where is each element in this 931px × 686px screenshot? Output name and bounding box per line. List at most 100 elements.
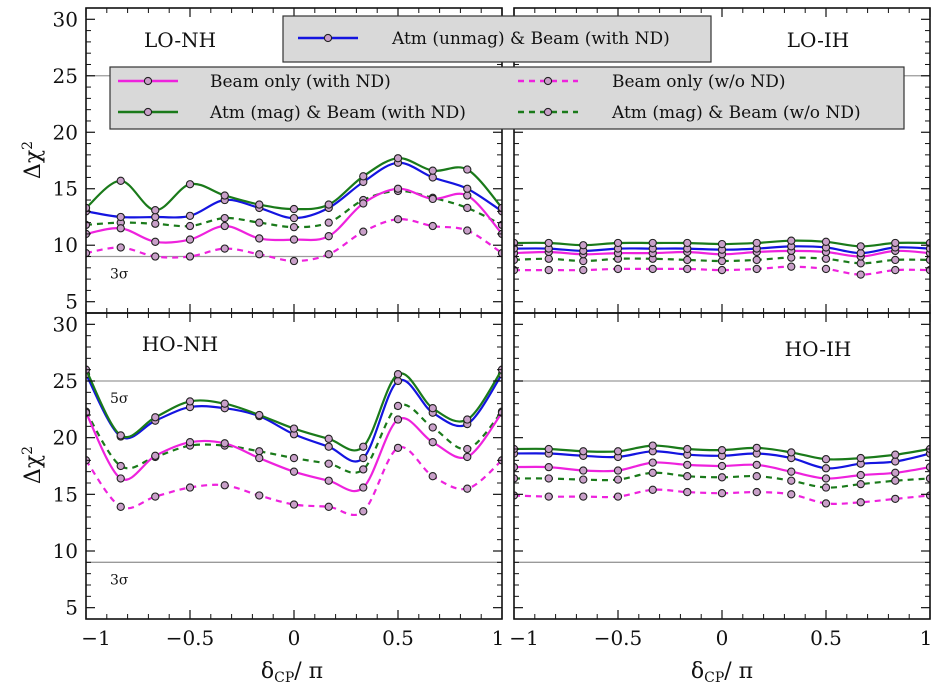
data-point [717, 489, 727, 498]
series-group [86, 365, 502, 517]
sigma-label: 5σ [110, 391, 129, 407]
data-point [359, 507, 368, 516]
data-point [255, 453, 264, 463]
data-point [185, 235, 195, 244]
y-axis-title-main: Δχ [21, 455, 46, 484]
data-point [289, 204, 299, 214]
data-point [359, 172, 368, 181]
panel-ho-ih: −1 −0.5 0 0.5 1 HO-IH [509, 312, 931, 650]
x-tick-label: 0 [716, 626, 729, 650]
x-axis-title-left: δCP/ π [261, 659, 323, 686]
data-point [717, 445, 727, 455]
y-tick-label: 25 [53, 64, 78, 88]
data-point [544, 254, 553, 263]
data-point [856, 470, 865, 480]
panel-lo-nh: 3σ 5 10 15 20 25 30 LO-NH [53, 7, 503, 314]
x-tick-label: −0.5 [166, 626, 215, 650]
data-point [648, 458, 657, 467]
y-axis-title-sup: 2 [20, 446, 36, 455]
data-point [544, 265, 553, 275]
data-point [821, 455, 831, 464]
data-point [891, 494, 900, 504]
legend-box-main [109, 66, 905, 130]
data-point [324, 218, 333, 227]
data-point [463, 452, 472, 462]
data-point [463, 203, 472, 213]
x-tick-label: −1 [81, 626, 110, 650]
data-point [289, 213, 299, 223]
data-point [579, 475, 588, 484]
data-point [359, 465, 368, 474]
data-point [683, 264, 692, 274]
data-point [151, 492, 160, 501]
data-point [891, 238, 900, 248]
data-point [683, 472, 692, 481]
legend: Atm (unmag) & Beam (with ND) Beam only (w… [109, 15, 905, 130]
data-point [579, 241, 588, 250]
legend-label: Atm (unmag) & Beam (with ND) [391, 29, 670, 49]
data-point [752, 443, 761, 453]
data-point [324, 434, 333, 443]
legend-label: Atm (mag) & Beam (w/o ND) [611, 103, 861, 123]
y-tick-label: 15 [53, 482, 78, 506]
data-point [428, 221, 437, 231]
data-point [683, 444, 692, 454]
data-point [648, 468, 657, 477]
data-point [220, 399, 229, 408]
data-point [220, 439, 229, 448]
data-point [428, 472, 437, 481]
data-point [891, 255, 900, 265]
data-point [324, 502, 333, 511]
data-point [116, 502, 125, 511]
data-point [648, 264, 657, 274]
data-point [428, 404, 437, 413]
legend-marker [543, 107, 553, 117]
y-tick-label: 20 [53, 120, 78, 144]
y-axis-title-sup: 2 [20, 141, 36, 150]
y-axis-title-main: Δχ [21, 150, 46, 179]
data-point [393, 415, 403, 424]
data-point [463, 226, 472, 235]
data-point [579, 265, 588, 275]
data-point [220, 191, 229, 200]
data-point [613, 238, 623, 248]
data-point [648, 485, 657, 494]
data-point [220, 244, 229, 253]
data-point [324, 200, 333, 209]
x-axis-title-right: δCP/ π [691, 659, 753, 686]
data-point [856, 259, 865, 268]
panel-frame [85, 312, 503, 620]
data-point [324, 442, 333, 451]
data-point [752, 460, 761, 470]
x-axis-title-sub: CP [274, 670, 294, 686]
data-point [255, 447, 264, 456]
y-tick-label: 5 [65, 290, 78, 314]
data-point [891, 450, 900, 459]
data-point [185, 397, 195, 406]
y-axis-title-top: Δχ2 [20, 141, 46, 179]
data-point [428, 166, 437, 175]
series-group [514, 441, 930, 508]
data-point [544, 444, 553, 454]
x-tick-label: 0.5 [382, 626, 414, 650]
data-point [579, 466, 588, 475]
data-point [752, 472, 761, 481]
y-tick-label: 30 [53, 312, 78, 336]
data-point [787, 476, 796, 485]
data-point [613, 466, 623, 475]
data-point [116, 224, 125, 233]
data-point [717, 461, 727, 471]
data-point [185, 483, 195, 492]
data-point [255, 250, 264, 259]
data-point [752, 238, 761, 248]
legend-marker [543, 76, 553, 86]
data-point [463, 184, 472, 193]
panel-label: HO-IH [785, 337, 852, 361]
panel-label: LO-NH [144, 28, 216, 52]
data-point [359, 199, 368, 208]
data-point [717, 239, 727, 249]
data-point [613, 492, 623, 501]
data-point [925, 255, 930, 265]
data-point [116, 461, 125, 471]
data-point [151, 237, 160, 246]
